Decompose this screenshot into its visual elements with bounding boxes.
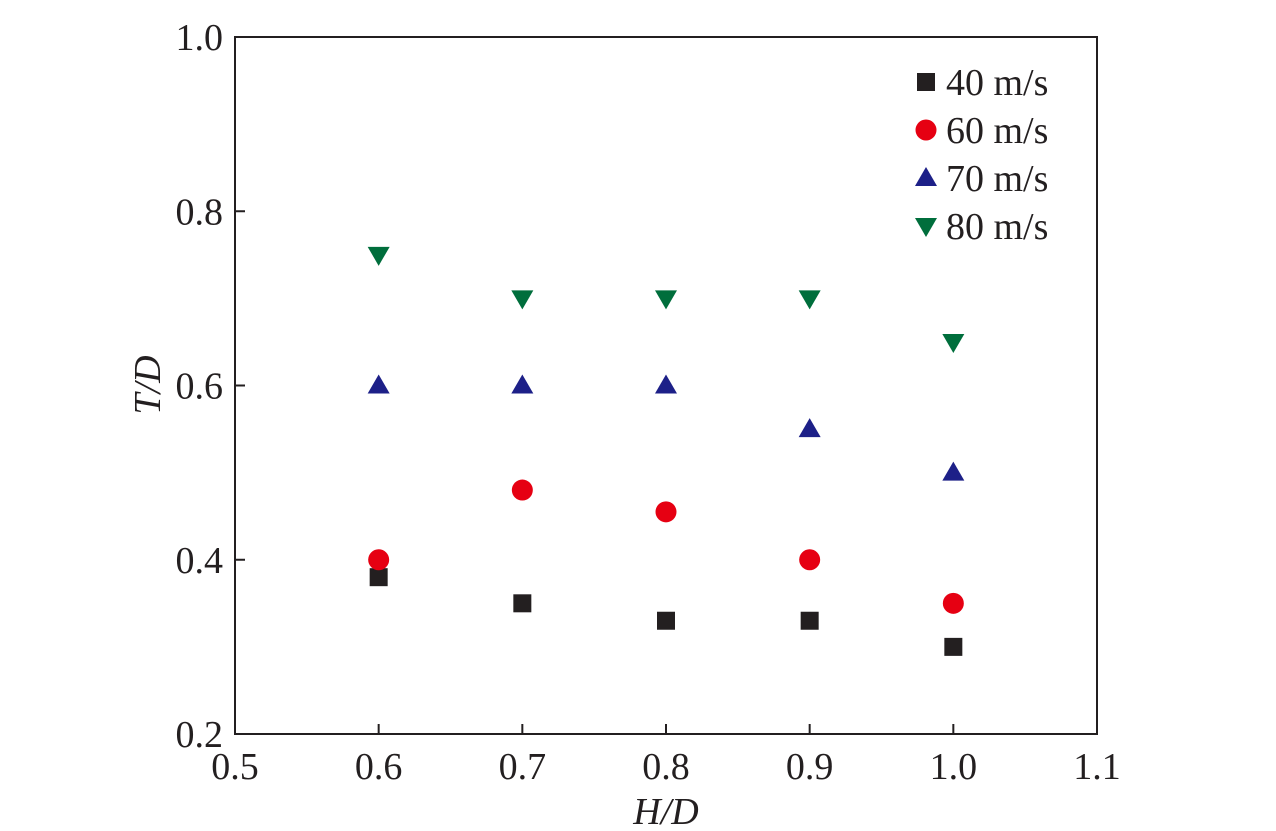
legend-marker-60-m-s bbox=[915, 119, 937, 141]
point-40-m-s bbox=[800, 611, 819, 630]
y-tick-label: 0.6 bbox=[176, 366, 224, 408]
point-80-m-s bbox=[942, 333, 965, 353]
legend-label-40-m-s: 40 m/s bbox=[946, 62, 1048, 104]
x-tick-label: 0.8 bbox=[642, 746, 690, 788]
point-40-m-s bbox=[944, 637, 963, 656]
legend: 40 m/s 60 m/s 70 m/s 80 m/s bbox=[915, 62, 1048, 248]
legend-marker-80-m-s bbox=[915, 218, 937, 237]
x-tick-label: 0.7 bbox=[499, 746, 547, 788]
point-40-m-s bbox=[657, 611, 675, 630]
x-tick-label: 0.5 bbox=[211, 746, 259, 788]
point-60-m-s bbox=[655, 501, 677, 523]
x-tick-label: 0.9 bbox=[786, 746, 834, 788]
y-axis-ticks: 0.2 0.4 0.6 0.8 1.0 bbox=[176, 17, 245, 756]
x-tick-label: 0.6 bbox=[355, 746, 403, 788]
y-axis-title: T/D bbox=[127, 355, 169, 414]
legend-marker-40-m-s bbox=[917, 73, 935, 91]
legend-label-80-m-s: 80 m/s bbox=[946, 206, 1048, 248]
point-80-m-s bbox=[511, 290, 534, 310]
x-tick-label: 1.0 bbox=[930, 746, 978, 788]
point-70-m-s bbox=[655, 374, 677, 394]
point-70-m-s bbox=[367, 374, 390, 394]
point-60-m-s bbox=[511, 479, 533, 501]
point-60-m-s bbox=[799, 549, 821, 571]
point-80-m-s bbox=[798, 290, 821, 310]
x-tick-label: 1.1 bbox=[1073, 746, 1121, 788]
point-70-m-s bbox=[942, 461, 965, 481]
y-tick-label: 1.0 bbox=[176, 17, 224, 59]
x-axis-title: H/D bbox=[632, 791, 698, 831]
legend-marker-70-m-s bbox=[915, 167, 937, 186]
legend-label-60-m-s: 60 m/s bbox=[946, 110, 1048, 152]
point-60-m-s bbox=[368, 549, 390, 571]
point-40-m-s bbox=[513, 594, 532, 613]
x-axis-ticks: 0.5 0.6 0.7 0.8 0.9 1.0 1.1 bbox=[211, 724, 1121, 788]
point-70-m-s bbox=[798, 418, 821, 438]
point-80-m-s bbox=[655, 290, 677, 310]
y-tick-label: 0.8 bbox=[176, 191, 224, 233]
point-60-m-s bbox=[942, 592, 964, 614]
point-40-m-s bbox=[369, 568, 388, 587]
legend-label-70-m-s: 70 m/s bbox=[946, 158, 1048, 200]
y-tick-label: 0.4 bbox=[176, 540, 224, 582]
point-70-m-s bbox=[511, 374, 534, 394]
y-tick-label: 0.2 bbox=[176, 714, 224, 756]
point-80-m-s bbox=[367, 246, 390, 266]
data-points bbox=[367, 246, 965, 656]
